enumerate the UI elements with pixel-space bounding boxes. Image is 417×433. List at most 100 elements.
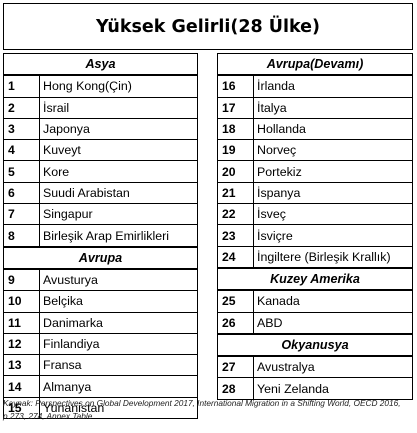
country-name: Fransa [39,354,198,377]
region-header-row: Kuzey Amerika [217,266,413,292]
country-row: 28 Yeni Zelanda [217,377,413,400]
country-row: 1 Hong Kong(Çin) [3,74,198,98]
country-row: 15 Yunanistan [3,396,198,420]
region-header-row: Asya [3,53,198,77]
country-number: 3 [3,117,40,141]
country-number: 9 [3,268,40,292]
country-row: 8 Birleşik Arap Emirlikleri [3,224,198,248]
country-row: 22 İsveç [217,203,413,226]
country-number: 14 [3,375,40,398]
table-title: Yüksek Gelirli(28 Ülke) [3,3,413,50]
country-number: 6 [3,181,40,205]
country-row: 3 Japonya [3,117,198,141]
country-number: 25 [217,289,254,313]
country-name: Danimarka [39,311,198,334]
country-row: 7 Singapur [3,203,198,226]
country-name: İsrail [39,96,198,119]
country-row: 6 Suudi Arabistan [3,181,198,205]
country-number: 24 [217,245,254,269]
country-row: 20 Portekiz [217,160,413,183]
country-name: İspanya [253,181,413,205]
country-row: 16 İrlanda [217,74,413,98]
country-name: Kanada [253,289,413,313]
country-number: 28 [217,377,254,400]
country-number: 2 [3,96,40,119]
country-row: 17 İtalya [217,96,413,119]
country-number: 5 [3,160,40,183]
country-name: Belçika [39,290,198,313]
region-header: Avrupa [3,245,198,270]
country-name: Avusturya [39,268,198,292]
country-name: İsviçre [253,224,413,247]
country-name: Suudi Arabistan [39,181,198,205]
country-row: 18 Hollanda [217,117,413,141]
country-name: Japonya [39,117,198,141]
country-name: İrlanda [253,74,413,98]
right-column-body: Avrupa(Devamı) 16 İrlanda 17 İtalya 18 Holland… [217,53,413,421]
country-name: Avustralya [253,355,413,379]
country-name: Kore [39,160,198,183]
country-number: 17 [217,96,254,119]
country-row: 26 ABD [217,311,413,335]
country-number: 10 [3,290,40,313]
country-number: 4 [3,139,40,162]
country-number: 7 [3,203,40,226]
country-number: 19 [217,139,254,162]
country-name: ABD [253,311,413,335]
country-name: Portekiz [253,160,413,183]
country-number: 21 [217,181,254,205]
left-column-table: Asya 1 Hong Kong(Çin) 2 İsrail 3 Japonya 4 Kuvey… [3,53,198,420]
country-number: 13 [3,354,40,377]
country-name: Birleşik Arap Emirlikleri [39,224,198,248]
country-row: 12 Finlandiya [3,332,198,356]
country-name: İtalya [253,96,413,119]
country-number: 12 [3,332,40,356]
region-header-row: Okyanusya [217,332,413,358]
country-name: Norveç [253,139,413,162]
country-row: 19 Norveç [217,139,413,162]
country-row: 2 İsrail [3,96,198,119]
country-row: 24 İngiltere (Birleşik Krallık) [217,245,413,269]
region-header-row: Avrupa(Devamı) [217,53,413,77]
country-number: 18 [217,117,254,141]
region-header: Okyanusya [217,332,413,358]
country-row: 10 Belçika [3,290,198,313]
country-row: 23 İsviçre [217,224,413,247]
country-row: 11 Danimarka [3,311,198,334]
country-row: 4 Kuveyt [3,139,198,162]
country-row: 9 Avusturya [3,268,198,292]
country-name: Finlandiya [39,332,198,356]
region-header-row: Avrupa [3,245,198,270]
country-number: 27 [217,355,254,379]
country-name: Singapur [39,203,198,226]
country-name: Hong Kong(Çin) [39,74,198,98]
country-name: İsveç [253,203,413,226]
country-number: 20 [217,160,254,183]
country-row: 13 Fransa [3,354,198,377]
region-header: Asya [3,53,198,77]
country-number: 1 [3,74,40,98]
country-name: Kuveyt [39,139,198,162]
country-number: 11 [3,311,40,334]
country-number: 23 [217,224,254,247]
country-name: Yunanistan [39,396,198,420]
right-column-table: Avrupa(Devamı) 16 İrlanda 17 İtalya 18 Holland… [217,53,413,420]
country-number: 22 [217,203,254,226]
country-number: 8 [3,224,40,248]
country-row: 5 Kore [3,160,198,183]
country-name: Almanya [39,375,198,398]
country-number: 26 [217,311,254,335]
country-row: 21 İspanya [217,181,413,205]
country-name: Hollanda [253,117,413,141]
source-note: Kaynak: Perspectives on Global Developme… [3,398,401,421]
country-name: İngiltere (Birleşik Krallık) [253,245,413,269]
country-row: 14 Almanya [3,375,198,398]
country-number: 16 [217,74,254,98]
country-name: Yeni Zelanda [253,377,413,400]
region-header: Kuzey Amerika [217,266,413,292]
country-row: 27 Avustralya [217,355,413,379]
country-number: 15 [3,396,40,420]
left-column-body: Asya 1 Hong Kong(Çin) 2 İsrail 3 Japonya 4 Kuvey… [3,53,198,420]
country-row: 25 Kanada [217,289,413,313]
